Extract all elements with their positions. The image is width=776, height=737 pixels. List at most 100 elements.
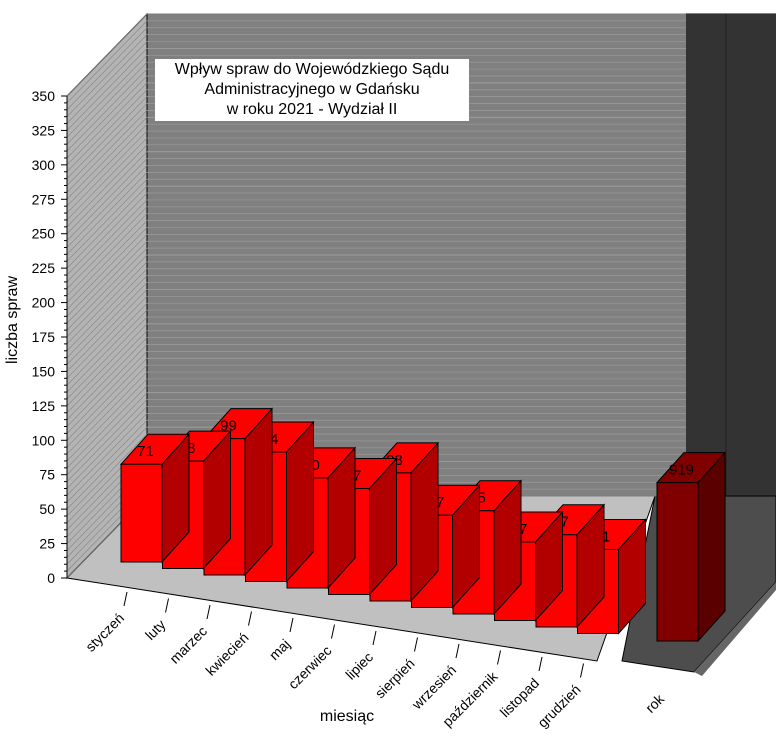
grid-line-left bbox=[66, 130, 148, 214]
x-tick bbox=[455, 643, 460, 659]
bar-value-label: 99 bbox=[220, 418, 237, 435]
grid-line-left bbox=[66, 89, 148, 172]
x-tick bbox=[331, 624, 335, 639]
total-back-wall bbox=[686, 14, 776, 496]
y-tick-label: 150 bbox=[32, 363, 56, 379]
grid-line-left bbox=[66, 179, 148, 262]
x-tick-label: grudzień bbox=[534, 681, 583, 730]
bar-front bbox=[656, 482, 699, 642]
grid-line-left bbox=[66, 296, 148, 379]
x-tick-label: listopad bbox=[497, 675, 542, 720]
grid-line-left bbox=[66, 213, 148, 296]
grid-line-left bbox=[66, 378, 148, 462]
grid-line-left bbox=[66, 261, 148, 345]
grid-line-left bbox=[66, 172, 148, 255]
grid-line-left bbox=[66, 199, 148, 283]
gridlines bbox=[66, 13, 686, 579]
grid-line-left bbox=[66, 323, 148, 407]
grid-line-left bbox=[66, 399, 148, 482]
x-tick bbox=[538, 656, 543, 672]
grid-line-left bbox=[66, 268, 148, 352]
grid-line-left bbox=[66, 27, 148, 111]
y-tick-label: 325 bbox=[32, 122, 56, 138]
title-line-2: Administracyjnego w Gdańsku bbox=[204, 81, 420, 98]
bar-side bbox=[697, 451, 726, 643]
grid-line-left bbox=[66, 371, 148, 455]
grid-line-left bbox=[66, 103, 148, 186]
grid-line-left bbox=[66, 227, 148, 310]
grid-line-left bbox=[66, 75, 148, 159]
bar-front bbox=[120, 463, 163, 563]
y-tick-label: 175 bbox=[32, 329, 56, 345]
grid-line-left bbox=[66, 68, 148, 152]
grid-line-left bbox=[66, 144, 148, 228]
total-bar: 919 bbox=[655, 451, 727, 643]
bar: 71 bbox=[119, 432, 191, 564]
x-tick-label: marzec bbox=[166, 623, 210, 667]
x-tick bbox=[289, 617, 294, 633]
grid-line-left bbox=[66, 289, 148, 372]
y-axis: 0 25 50 75 100 125 150 175 200 225 250 275 300 325 350 bbox=[32, 88, 68, 586]
x-tick bbox=[123, 591, 128, 607]
y-tick-label: 250 bbox=[32, 226, 56, 242]
x-tick bbox=[497, 650, 501, 665]
grid-line-left bbox=[66, 240, 148, 324]
y-tick-label: 75 bbox=[39, 467, 55, 483]
x-tick-label: maj bbox=[266, 636, 293, 663]
grid-line-left bbox=[66, 254, 148, 338]
y-tick-label: 50 bbox=[39, 501, 55, 517]
x-tick-label: luty bbox=[142, 616, 169, 643]
grid-line-left bbox=[66, 206, 148, 290]
x-axis-label: miesiąc bbox=[320, 708, 374, 725]
grid-line-left bbox=[66, 96, 148, 179]
y-tick-label: 350 bbox=[32, 88, 56, 104]
y-tick-label: 200 bbox=[32, 295, 56, 311]
grid-line-left bbox=[66, 110, 148, 193]
grid-line-left bbox=[66, 117, 148, 200]
grid-line-left bbox=[66, 364, 148, 448]
y-tick-label: 0 bbox=[47, 570, 55, 586]
total-value-label: 919 bbox=[669, 462, 694, 479]
grid-line-left bbox=[66, 123, 148, 207]
x-tick-label-total: rok bbox=[642, 690, 668, 716]
grid-line-left bbox=[66, 137, 148, 221]
grid-line-left bbox=[66, 385, 148, 469]
grid-line-left bbox=[66, 55, 148, 138]
grid-line-left bbox=[66, 20, 148, 104]
grid-line-left bbox=[66, 34, 148, 117]
bar-value-label: 71 bbox=[137, 443, 154, 460]
grid-line-left bbox=[66, 275, 148, 358]
grid-line-left bbox=[66, 82, 148, 166]
grid-line-left bbox=[66, 420, 148, 503]
x-tick bbox=[580, 663, 584, 678]
y-tick-label: 300 bbox=[32, 157, 56, 173]
grid-line-left bbox=[66, 309, 148, 393]
bars: 919616757756793778094997871 bbox=[119, 407, 727, 643]
grid-line-left bbox=[66, 302, 148, 386]
x-tick-label: czerwiec bbox=[285, 642, 335, 692]
x-tick bbox=[206, 604, 211, 620]
x-tick-label: lipiec bbox=[342, 649, 376, 683]
grid-line-left bbox=[66, 433, 148, 517]
x-tick-label: kwiecień bbox=[202, 629, 251, 678]
grid-line-left bbox=[66, 41, 148, 124]
grid-line-left bbox=[66, 282, 148, 365]
x-tick bbox=[165, 598, 169, 613]
grid-line-left bbox=[66, 247, 148, 331]
grid-line-left bbox=[66, 351, 148, 434]
y-tick-label: 25 bbox=[39, 536, 55, 552]
grid-line-left bbox=[66, 13, 148, 97]
grid-line-left bbox=[66, 220, 148, 303]
grid-line-left bbox=[66, 344, 148, 427]
grid-line-left bbox=[66, 192, 148, 276]
y-tick-label: 125 bbox=[32, 398, 56, 414]
grid-line-left bbox=[66, 316, 148, 400]
title-line-1: Wpływ spraw do Wojewódzkiego Sądu bbox=[174, 61, 450, 78]
title-line-3: w roku 2021 - Wydział II bbox=[226, 101, 398, 118]
grid-line-left bbox=[66, 426, 148, 510]
total-floor-edge bbox=[694, 582, 776, 676]
grid-line-left bbox=[66, 392, 148, 475]
grid-line-left bbox=[66, 61, 148, 145]
grid-line-left bbox=[66, 330, 148, 413]
